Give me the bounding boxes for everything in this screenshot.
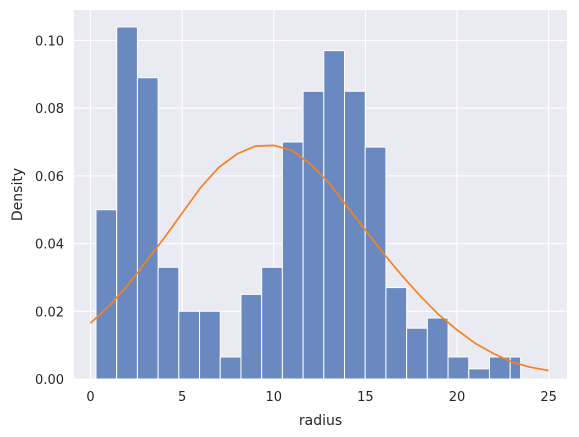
x-tick-label: 15 bbox=[357, 390, 374, 405]
y-tick-label: 0.02 bbox=[35, 305, 64, 320]
histogram-bar bbox=[509, 356, 522, 380]
histogram-bar bbox=[323, 50, 346, 380]
x-axis-label: radius bbox=[299, 413, 342, 429]
histogram-bar bbox=[468, 368, 490, 380]
y-tick-labels: 0.00 0.02 0.04 0.06 0.08 0.10 bbox=[35, 34, 64, 388]
x-tick-label: 10 bbox=[265, 390, 282, 405]
x-tick-labels: 0 5 10 15 20 25 bbox=[86, 390, 557, 405]
x-tick-label: 20 bbox=[449, 390, 466, 405]
histogram-bar bbox=[116, 26, 138, 380]
histogram-bar bbox=[219, 356, 242, 380]
y-tick-label: 0.00 bbox=[35, 373, 64, 388]
x-tick-label: 25 bbox=[540, 390, 557, 405]
y-tick-label: 0.08 bbox=[35, 102, 64, 117]
histogram-bar bbox=[261, 266, 283, 380]
histogram-bars bbox=[95, 26, 522, 380]
density-curve bbox=[89, 144, 549, 372]
histogram-bar bbox=[447, 356, 470, 380]
histogram-bar bbox=[364, 146, 387, 380]
histogram-bar bbox=[95, 209, 118, 380]
x-tick-label: 0 bbox=[86, 390, 94, 405]
y-tick-label: 0.06 bbox=[35, 170, 64, 185]
histogram-bar bbox=[281, 141, 304, 380]
histogram-bar bbox=[178, 310, 201, 380]
histogram-bar bbox=[406, 327, 428, 380]
x-tick-label: 5 bbox=[178, 390, 186, 405]
histogram-bar bbox=[199, 310, 221, 380]
y-tick-label: 0.04 bbox=[35, 238, 64, 253]
histogram-bar bbox=[302, 90, 325, 380]
histogram-bar bbox=[385, 287, 408, 380]
histogram-bar bbox=[240, 293, 263, 380]
histogram-bar bbox=[426, 317, 449, 380]
histogram-bar bbox=[344, 90, 366, 380]
histogram-bar bbox=[136, 77, 159, 380]
y-axis-label: Density bbox=[10, 168, 26, 221]
histogram-bar bbox=[157, 266, 180, 380]
y-tick-label: 0.10 bbox=[35, 34, 64, 49]
